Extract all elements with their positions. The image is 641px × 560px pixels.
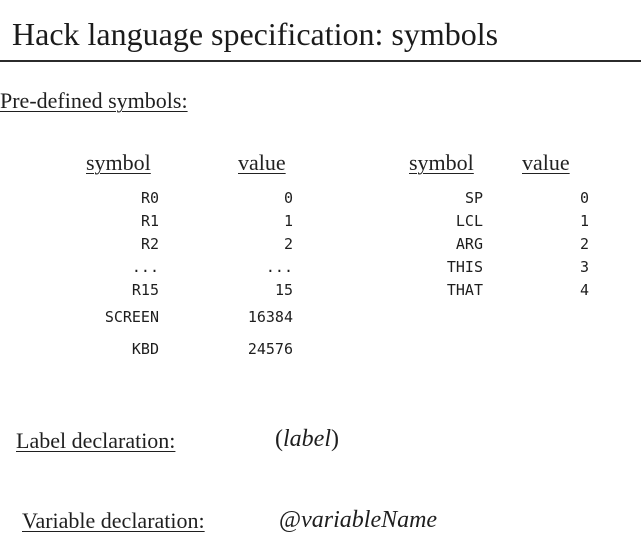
open-paren: ( <box>275 426 283 452</box>
label-placeholder: label <box>283 426 331 452</box>
close-paren: ) <box>331 426 339 452</box>
left-symbol-header: symbol <box>86 150 151 175</box>
right-symbol-header: symbol <box>409 150 474 175</box>
slide-title: Hack language specification: symbols <box>12 16 499 52</box>
left-row-symbol: ... <box>131 258 159 276</box>
left-row-value: 0 <box>283 189 293 207</box>
title-divider <box>0 60 641 62</box>
left-row-value: 2 <box>283 235 293 253</box>
predefined-symbols-heading: Pre-defined symbols: <box>0 88 188 113</box>
right-row-symbol: LCL <box>455 212 483 230</box>
right-row-value: 2 <box>579 235 589 253</box>
right-row-value: 1 <box>579 212 589 230</box>
right-row-symbol: SP <box>464 189 483 207</box>
left-row-value: ... <box>265 258 293 276</box>
left-row-value: 15 <box>274 281 293 299</box>
left-row-symbol: KBD <box>131 340 159 358</box>
variable-declaration-syntax: @variableName <box>279 506 437 534</box>
label-declaration-syntax: (label) <box>275 425 339 453</box>
left-row-symbol: R2 <box>140 235 159 253</box>
variable-placeholder: variableName <box>301 507 438 533</box>
left-value-header: value <box>238 150 286 175</box>
left-row-symbol: R15 <box>131 281 159 299</box>
right-row-value: 0 <box>579 189 589 207</box>
right-row-symbol: THIS <box>446 258 483 276</box>
right-row-symbol: ARG <box>455 235 483 253</box>
label-declaration-heading: Label declaration: <box>16 428 176 453</box>
at-sign: @ <box>279 507 302 533</box>
right-value-header: value <box>522 150 570 175</box>
left-row-value: 1 <box>283 212 293 230</box>
left-row-value: 16384 <box>247 308 293 326</box>
left-row-symbol: R0 <box>140 189 159 207</box>
right-row-value: 3 <box>579 258 589 276</box>
right-row-symbol: THAT <box>446 281 483 299</box>
variable-declaration-heading: Variable declaration: <box>22 508 205 533</box>
left-row-value: 24576 <box>247 340 293 358</box>
left-row-symbol: SCREEN <box>104 308 159 326</box>
right-row-value: 4 <box>579 281 589 299</box>
left-row-symbol: R1 <box>140 212 159 230</box>
